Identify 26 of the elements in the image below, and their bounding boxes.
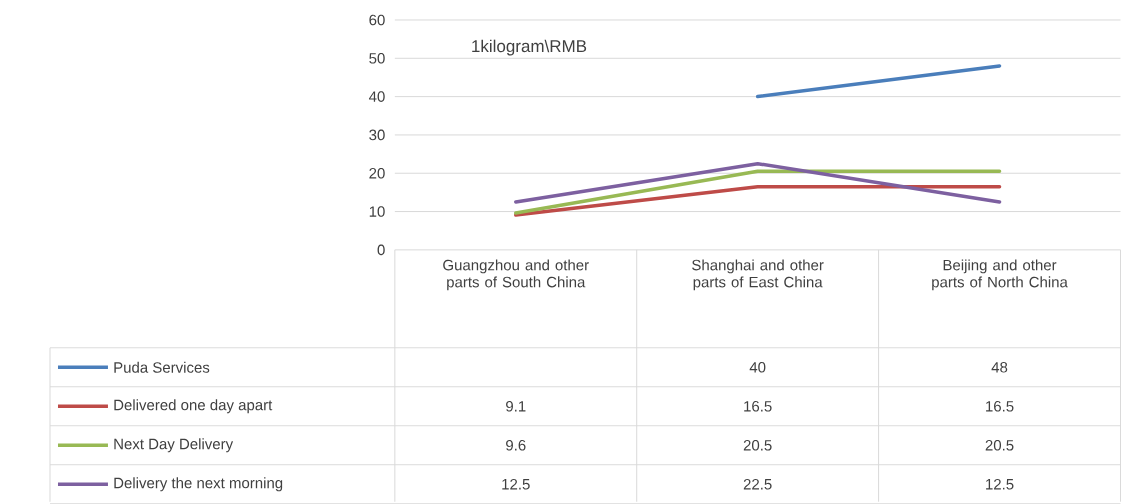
data-label: 22.5 xyxy=(743,478,772,490)
data-label: 40 xyxy=(749,361,766,373)
data-label: 20.5 xyxy=(743,439,772,451)
data-label: 12.5 xyxy=(502,478,530,490)
y-tick-label: 50 xyxy=(369,52,385,64)
legend-label: Delivery the next morning xyxy=(114,477,283,492)
annotation: 1kilogram\RMB xyxy=(472,39,587,56)
y-tick-label: 0 xyxy=(377,244,385,256)
data-label: 48 xyxy=(991,361,1008,373)
data-label: 16.5 xyxy=(744,400,772,412)
x-tick-label: Guangzhou and other parts of South China xyxy=(443,259,589,291)
data-label: 16.5 xyxy=(986,400,1014,412)
legend-label: Next Day Delivery xyxy=(114,438,234,453)
y-tick-label: 20 xyxy=(369,167,385,179)
legend-label: Delivered one day apart xyxy=(114,399,273,414)
y-tick-label: 40 xyxy=(368,91,385,102)
y-tick-label: 60 xyxy=(369,14,385,26)
data-label: 9.1 xyxy=(506,400,526,412)
data-label: 12.5 xyxy=(986,478,1014,490)
data-label: 9.6 xyxy=(506,439,526,451)
data-label: 20.5 xyxy=(985,439,1014,451)
x-tick-label: Beijing and other parts of North China xyxy=(932,259,1068,291)
y-tick-label: 10 xyxy=(369,206,385,217)
y-tick-label: 30 xyxy=(369,129,385,141)
legend-label: Puda Services xyxy=(114,361,210,373)
x-tick-label: Shanghai and other parts of East China xyxy=(692,259,824,291)
